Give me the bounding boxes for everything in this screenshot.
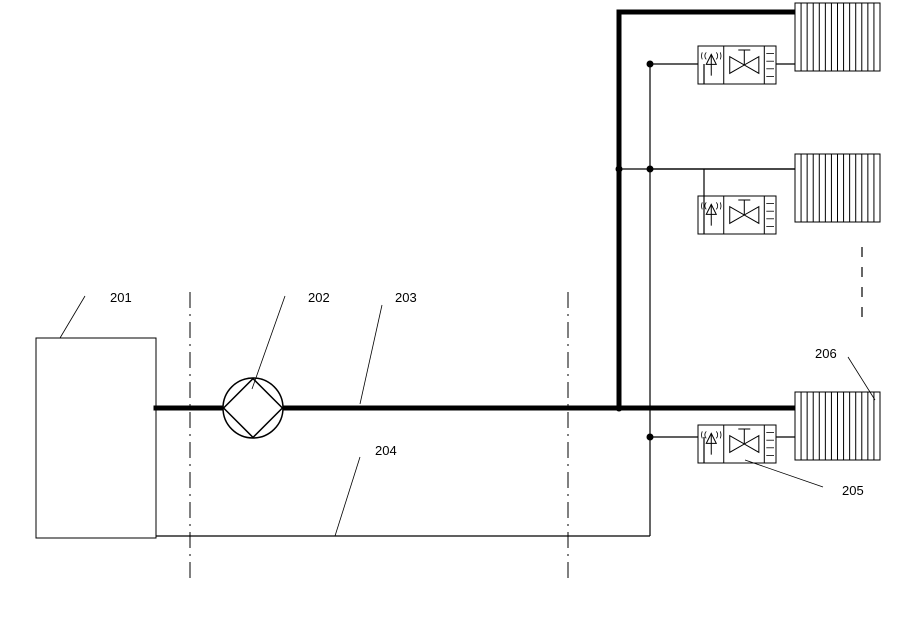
hydronic-schematic: 201 202 203 204 205 206 — [0, 0, 907, 617]
thermostatic-valve — [698, 196, 776, 234]
junction-dot — [616, 405, 623, 412]
junction-dot — [647, 61, 654, 68]
leader-return — [335, 457, 360, 536]
radiator — [795, 3, 880, 71]
radiator — [795, 392, 880, 460]
label-return: 204 — [375, 443, 397, 458]
thermostatic-valve — [698, 46, 776, 84]
leader-pump — [252, 296, 285, 389]
leader-supply — [360, 305, 382, 404]
boiler — [36, 338, 156, 538]
leader-boiler — [60, 296, 85, 338]
thermostatic-valve — [698, 425, 776, 463]
junction-dot — [647, 434, 654, 441]
label-radiator: 206 — [815, 346, 837, 361]
radiator — [795, 154, 880, 222]
label-pump: 202 — [308, 290, 330, 305]
junction-dot — [647, 166, 654, 173]
label-valve: 205 — [842, 483, 864, 498]
leader-valve — [745, 460, 823, 487]
label-supply: 203 — [395, 290, 417, 305]
junction-dot — [616, 166, 623, 173]
label-boiler: 201 — [110, 290, 132, 305]
